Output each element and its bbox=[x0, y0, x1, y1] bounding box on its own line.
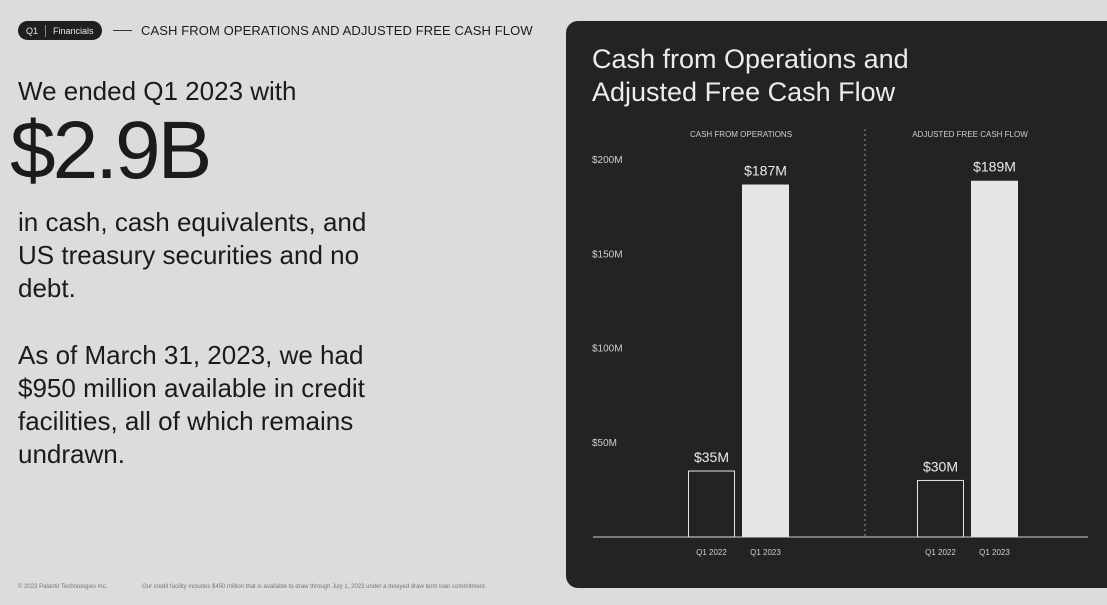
bar bbox=[688, 470, 735, 538]
x-tick-label: Q1 2022 bbox=[925, 548, 956, 557]
chart-panel: Cash from Operations and Adjusted Free C… bbox=[566, 21, 1107, 588]
panel-title: CASH FROM OPERATIONS bbox=[690, 130, 792, 139]
bar bbox=[917, 479, 964, 538]
badge-section: Financials bbox=[53, 25, 94, 36]
data-label: $30M bbox=[923, 458, 958, 474]
y-tick-label: $150M bbox=[592, 249, 623, 260]
y-tick-label: $100M bbox=[592, 344, 623, 355]
cash-amount: $2.9B bbox=[10, 105, 212, 196]
cash-description: in cash, cash equivalents, and US treasu… bbox=[18, 207, 367, 303]
x-tick-label: Q1 2023 bbox=[979, 548, 1010, 557]
x-tick-label: Q1 2023 bbox=[750, 548, 781, 557]
footnote: Our credit facility includes $450 millio… bbox=[142, 584, 487, 590]
header-title: CASH FROM OPERATIONS AND ADJUSTED FREE C… bbox=[141, 23, 533, 38]
x-tick-label: Q1 2022 bbox=[696, 548, 727, 557]
bar bbox=[742, 184, 789, 537]
copyright: © 2023 Palantir Technologies Inc. bbox=[18, 584, 108, 590]
section-badge: Q1 Financials bbox=[18, 21, 102, 40]
y-tick-label: $200M bbox=[592, 155, 623, 166]
header-rule bbox=[113, 30, 132, 31]
chart-title: Cash from Operations and Adjusted Free C… bbox=[592, 44, 909, 107]
panel-title: ADJUSTED FREE CASH FLOW bbox=[912, 130, 1028, 139]
intro-text: We ended Q1 2023 with bbox=[18, 76, 297, 106]
credit-description: As of March 31, 2023, we had $950 millio… bbox=[18, 340, 365, 469]
data-label: $189M bbox=[973, 159, 1016, 175]
data-label: $187M bbox=[744, 163, 787, 179]
bar-chart: $200M $150M $100M $50M CASH FROM OPERATIONS $… bbox=[592, 129, 1088, 557]
bar bbox=[971, 180, 1018, 538]
badge-quarter: Q1 bbox=[26, 25, 39, 36]
data-label: $35M bbox=[694, 449, 729, 465]
y-tick-label: $50M bbox=[592, 438, 617, 449]
badge-divider bbox=[45, 24, 47, 37]
